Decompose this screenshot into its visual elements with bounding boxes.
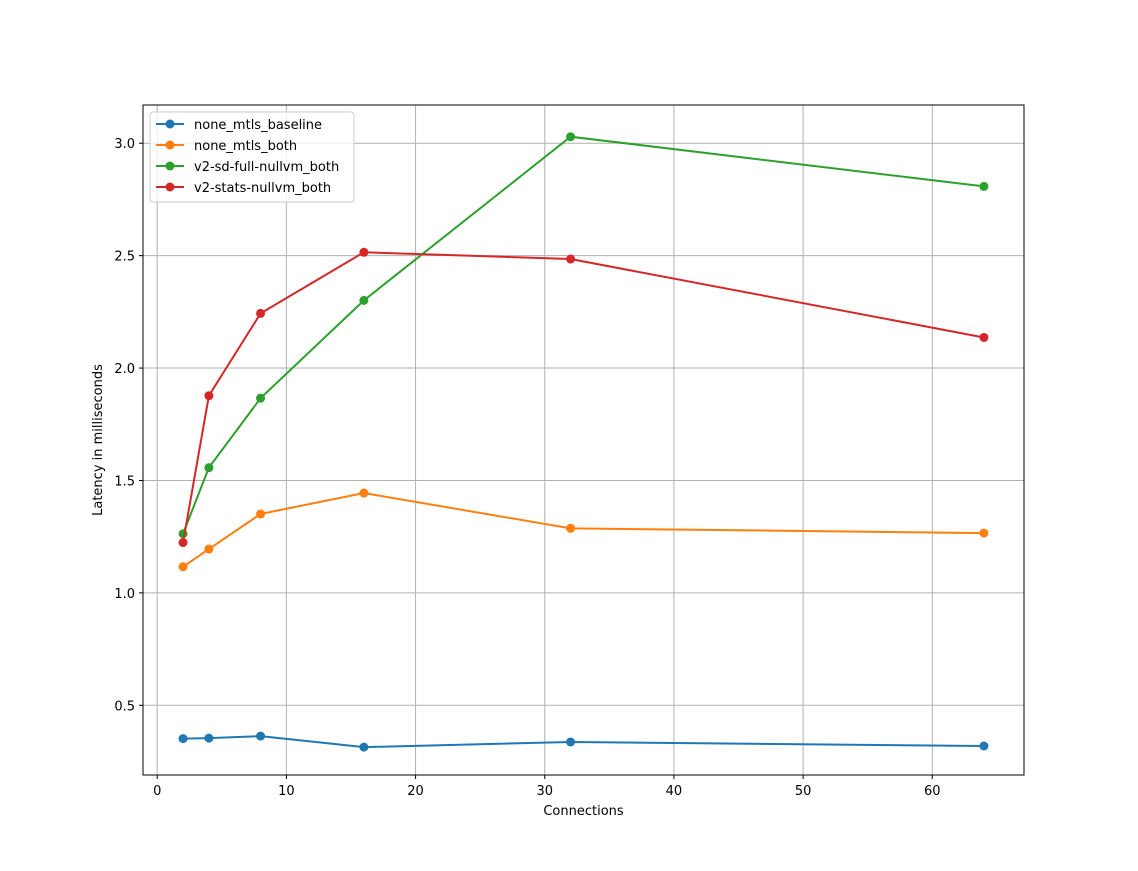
data-point: [979, 332, 989, 342]
data-point: [979, 741, 989, 751]
x-tick-label: 10: [278, 784, 295, 799]
data-point: [359, 247, 369, 257]
data-point: [359, 295, 369, 305]
data-point: [566, 737, 576, 747]
data-point: [178, 538, 188, 548]
series-line: [182, 135, 985, 535]
legend-box: [149, 111, 355, 203]
legend-label: v2-stats-nullvm_both: [194, 181, 331, 196]
x-tick-label: 50: [795, 784, 812, 799]
series-layer: [178, 132, 989, 752]
data-point: [359, 742, 369, 752]
series-line: [182, 492, 984, 568]
data-point: [204, 544, 214, 554]
series-none_mtls_baseline: [178, 731, 989, 752]
data-point: [178, 734, 188, 744]
data-point: [256, 393, 266, 403]
data-point: [979, 181, 989, 191]
data-point: [256, 509, 266, 519]
legend: none_mtls_baseline none_mtls_both v2-sd-fu…: [149, 111, 355, 203]
x-tick-label: 40: [666, 784, 683, 799]
legend-marker: [165, 161, 175, 171]
data-point: [566, 254, 576, 264]
legend-item: none_mtls_both: [156, 139, 297, 154]
data-point: [204, 391, 214, 401]
series-v2-sd-full-nullvm_both: [178, 132, 989, 539]
plot-frame: [142, 104, 1025, 776]
legend-item: v2-sd-full-nullvm_both: [156, 160, 339, 175]
legend-label: none_mtls_baseline: [194, 118, 322, 133]
x-tick-label: 30: [536, 784, 553, 799]
legend-marker: [165, 119, 175, 129]
series-none_mtls_both: [178, 488, 989, 572]
y-tick-label: 0.5: [114, 699, 135, 714]
legend-label: v2-sd-full-nullvm_both: [194, 160, 339, 175]
axis-ticks: 0 10 20 30 40 50 60 0.5 1.0 1.5 2.0 2.5 3.0: [114, 137, 940, 799]
x-tick-label: 0: [153, 784, 161, 799]
data-point: [359, 488, 369, 498]
data-point: [256, 731, 266, 741]
grid-lines: [143, 105, 1024, 775]
x-tick-label: 20: [407, 784, 424, 799]
data-point: [204, 463, 214, 473]
data-point: [256, 308, 266, 318]
data-point: [204, 733, 214, 743]
y-tick-label: 2.0: [114, 362, 135, 377]
legend-marker: [165, 182, 175, 192]
x-tick-label: 60: [924, 784, 941, 799]
x-axis-label: Connections: [543, 804, 624, 819]
y-tick-label: 1.5: [114, 474, 135, 489]
y-axis-label: Latency in milliseconds: [91, 364, 106, 516]
series-line: [182, 251, 985, 543]
data-point: [566, 523, 576, 533]
series-v2-stats-nullvm_both: [178, 247, 989, 548]
y-tick-label: 3.0: [114, 137, 135, 152]
y-tick-label: 1.0: [114, 587, 135, 602]
legend-item: none_mtls_baseline: [156, 118, 322, 133]
y-tick-label: 2.5: [114, 250, 135, 265]
data-point: [979, 528, 989, 538]
data-point: [566, 132, 576, 142]
legend-label: none_mtls_both: [194, 139, 297, 154]
data-point: [178, 562, 188, 572]
legend-item: v2-stats-nullvm_both: [156, 181, 331, 196]
legend-marker: [165, 140, 175, 150]
